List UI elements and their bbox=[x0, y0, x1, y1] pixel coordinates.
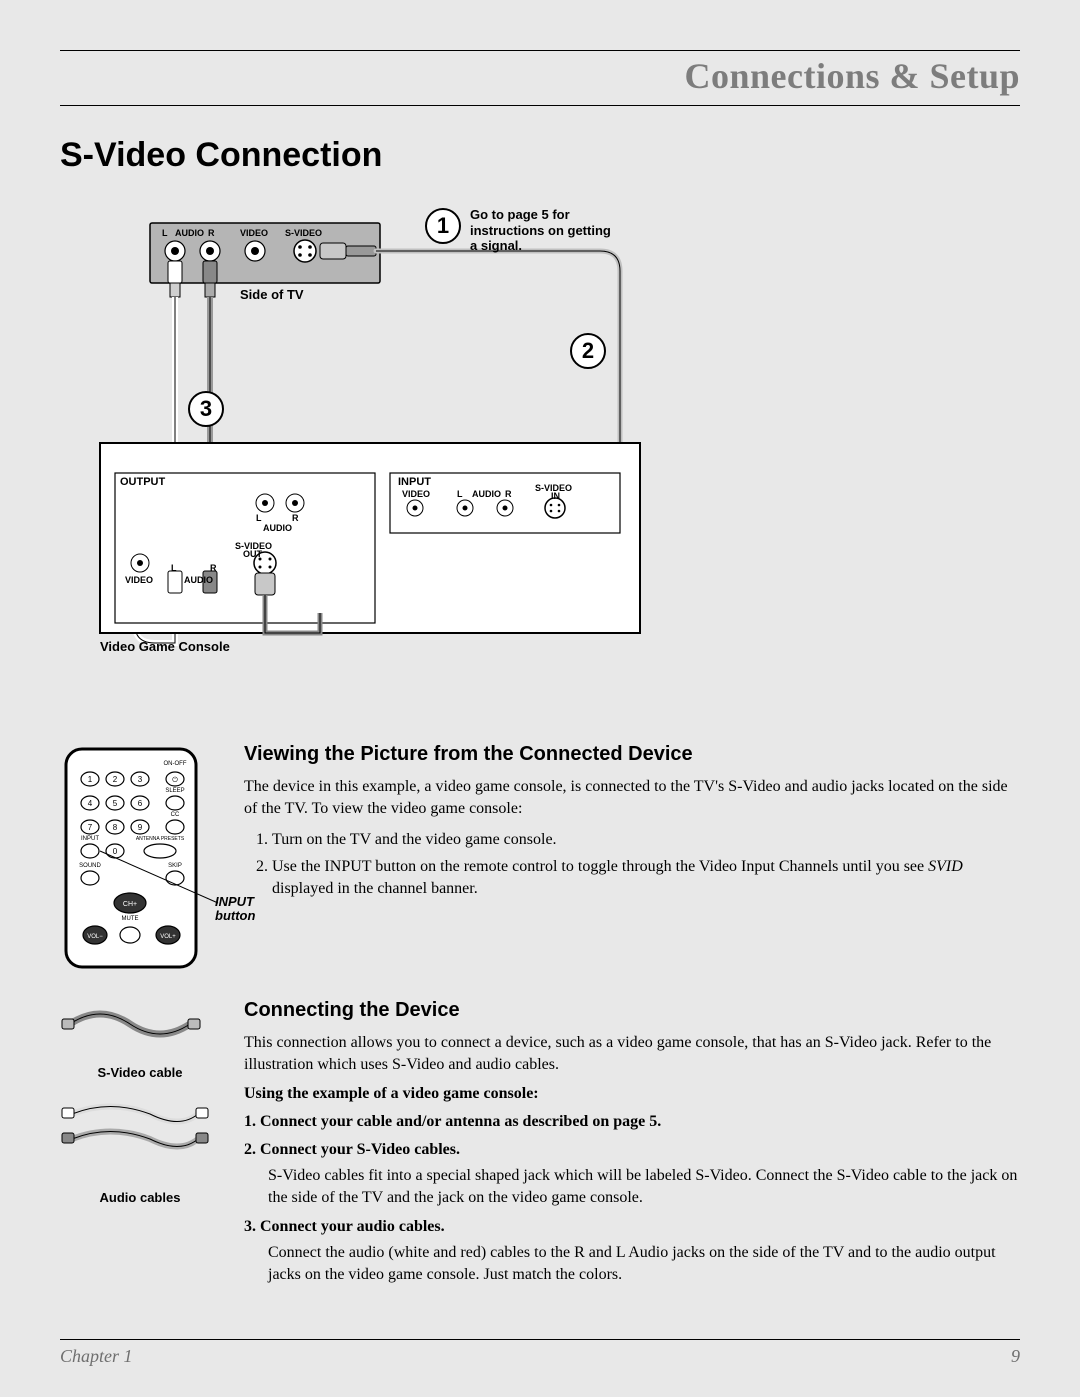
svg-text:3: 3 bbox=[138, 775, 143, 784]
side-of-tv-label: Side of TV bbox=[240, 287, 304, 302]
viewing-step-2a: Use the INPUT button on the remote contr… bbox=[272, 858, 928, 875]
header-rule-bottom bbox=[60, 105, 1020, 106]
diagram-svg bbox=[80, 193, 720, 713]
svg-text:SKIP: SKIP bbox=[168, 863, 182, 869]
audio-cables-caption: Audio cables bbox=[60, 1190, 220, 1205]
svg-text:ANTENNA PRESETS: ANTENNA PRESETS bbox=[136, 836, 185, 842]
out-audio-top: AUDIO bbox=[263, 523, 292, 533]
svg-text:CH+: CH+ bbox=[123, 901, 137, 908]
section-title: S-Video Connection bbox=[60, 136, 1020, 175]
viewing-step-2b: displayed in the channel banner. bbox=[272, 880, 478, 897]
step-1-num: 1 bbox=[437, 213, 449, 239]
step-1-circle: 1 bbox=[425, 208, 461, 244]
connection-diagram: L AUDIO R VIDEO S-VIDEO Side of TV 1 Go … bbox=[80, 193, 720, 713]
out-l: L bbox=[256, 513, 262, 523]
in-audio: AUDIO bbox=[472, 489, 501, 499]
svg-text:5: 5 bbox=[113, 799, 118, 808]
cables-illustration: S-Video cable Audio cables bbox=[60, 999, 220, 1205]
svg-text:⏻: ⏻ bbox=[172, 776, 178, 784]
viewing-title: Viewing the Picture from the Connected D… bbox=[244, 743, 1020, 766]
input-callout-text: INPUT button bbox=[215, 894, 255, 923]
tv-audio-label: AUDIO bbox=[175, 228, 204, 238]
step-2-num: 2 bbox=[582, 338, 594, 364]
header-title: Connections & Setup bbox=[60, 55, 1020, 105]
connect-step-2: 2. Connect your S-Video cables. bbox=[244, 1141, 1020, 1159]
footer-rule bbox=[60, 1339, 1020, 1340]
svg-text:1: 1 bbox=[88, 775, 93, 784]
svg-text:SLEEP: SLEEP bbox=[165, 788, 184, 794]
in-l: L bbox=[457, 489, 463, 499]
svg-text:9: 9 bbox=[138, 823, 143, 832]
svg-text:CC: CC bbox=[171, 812, 180, 818]
step-1-text: Go to page 5 for instructions on getting… bbox=[470, 207, 620, 254]
console-caption: Video Game Console bbox=[100, 639, 230, 654]
svg-text:SOUND: SOUND bbox=[79, 863, 101, 869]
svg-text:6: 6 bbox=[138, 799, 143, 808]
footer-chapter: Chapter 1 bbox=[60, 1346, 133, 1367]
out-video: VIDEO bbox=[125, 575, 153, 585]
footer-page: 9 bbox=[1011, 1346, 1020, 1367]
svg-text:8: 8 bbox=[113, 823, 118, 832]
input-label: INPUT bbox=[398, 476, 431, 488]
svg-text:MUTE: MUTE bbox=[122, 916, 139, 922]
out-audio: AUDIO bbox=[184, 575, 213, 585]
svg-text:VOL−: VOL− bbox=[87, 934, 103, 940]
svg-text:INPUT: INPUT bbox=[81, 836, 99, 842]
in-in: IN bbox=[551, 491, 560, 501]
step-2-circle: 2 bbox=[570, 333, 606, 369]
tv-r-label: R bbox=[208, 228, 215, 238]
connect-step-1: 1. Connect your cable and/or antenna as … bbox=[244, 1113, 1020, 1131]
viewing-steps: Turn on the TV and the video game consol… bbox=[244, 829, 1020, 900]
svideo-out2: OUT bbox=[243, 549, 262, 559]
tv-l-label: L bbox=[162, 228, 168, 238]
out-r-bot: R bbox=[210, 563, 217, 573]
connecting-intro: This connection allows you to connect a … bbox=[244, 1032, 1020, 1075]
input-callout: INPUT button bbox=[215, 895, 255, 924]
out-r: R bbox=[292, 513, 299, 523]
page-footer: Chapter 1 9 bbox=[60, 1339, 1020, 1367]
svideo-cable-caption: S-Video cable bbox=[60, 1065, 220, 1080]
connecting-row: S-Video cable Audio cables Connecting th… bbox=[60, 999, 1020, 1296]
tv-svideo-label: S-VIDEO bbox=[285, 228, 322, 238]
svg-text:VOL+: VOL+ bbox=[160, 934, 176, 940]
connect-step-3-body: Connect the audio (white and red) cables… bbox=[268, 1242, 1020, 1285]
svg-text:2: 2 bbox=[113, 775, 118, 784]
svg-text:4: 4 bbox=[88, 799, 93, 808]
viewing-step-2: Use the INPUT button on the remote contr… bbox=[272, 856, 1020, 901]
step-3-num: 3 bbox=[200, 396, 212, 422]
viewing-step-1: Turn on the TV and the video game consol… bbox=[272, 829, 1020, 851]
viewing-row: 1 2 3 4 5 6 7 8 9 0 ⏻ ON-OFF SLEEP CC INPUT AN… bbox=[60, 743, 1020, 973]
in-video: VIDEO bbox=[402, 489, 430, 499]
connecting-title: Connecting the Device bbox=[244, 999, 1020, 1022]
svg-text:7: 7 bbox=[88, 823, 93, 832]
header-rule bbox=[60, 50, 1020, 51]
tv-video-label: VIDEO bbox=[240, 228, 268, 238]
connecting-text: Connecting the Device This connection al… bbox=[244, 999, 1020, 1296]
svg-text:0: 0 bbox=[113, 847, 118, 856]
connect-step-3: 3. Connect your audio cables. bbox=[244, 1218, 1020, 1236]
output-label: OUTPUT bbox=[120, 476, 165, 488]
viewing-text: Viewing the Picture from the Connected D… bbox=[244, 743, 1020, 973]
using-example: Using the example of a video game consol… bbox=[244, 1085, 1020, 1103]
remote-illustration: 1 2 3 4 5 6 7 8 9 0 ⏻ ON-OFF SLEEP CC INPUT AN… bbox=[60, 743, 220, 973]
viewing-intro: The device in this example, a video game… bbox=[244, 776, 1020, 819]
svg-text:ON-OFF: ON-OFF bbox=[164, 761, 187, 767]
step-3-circle: 3 bbox=[188, 391, 224, 427]
in-r: R bbox=[505, 489, 512, 499]
out-l-bot: L bbox=[171, 563, 177, 573]
connect-step-2-body: S-Video cables fit into a special shaped… bbox=[268, 1165, 1020, 1208]
viewing-svid: SVID bbox=[928, 858, 963, 875]
